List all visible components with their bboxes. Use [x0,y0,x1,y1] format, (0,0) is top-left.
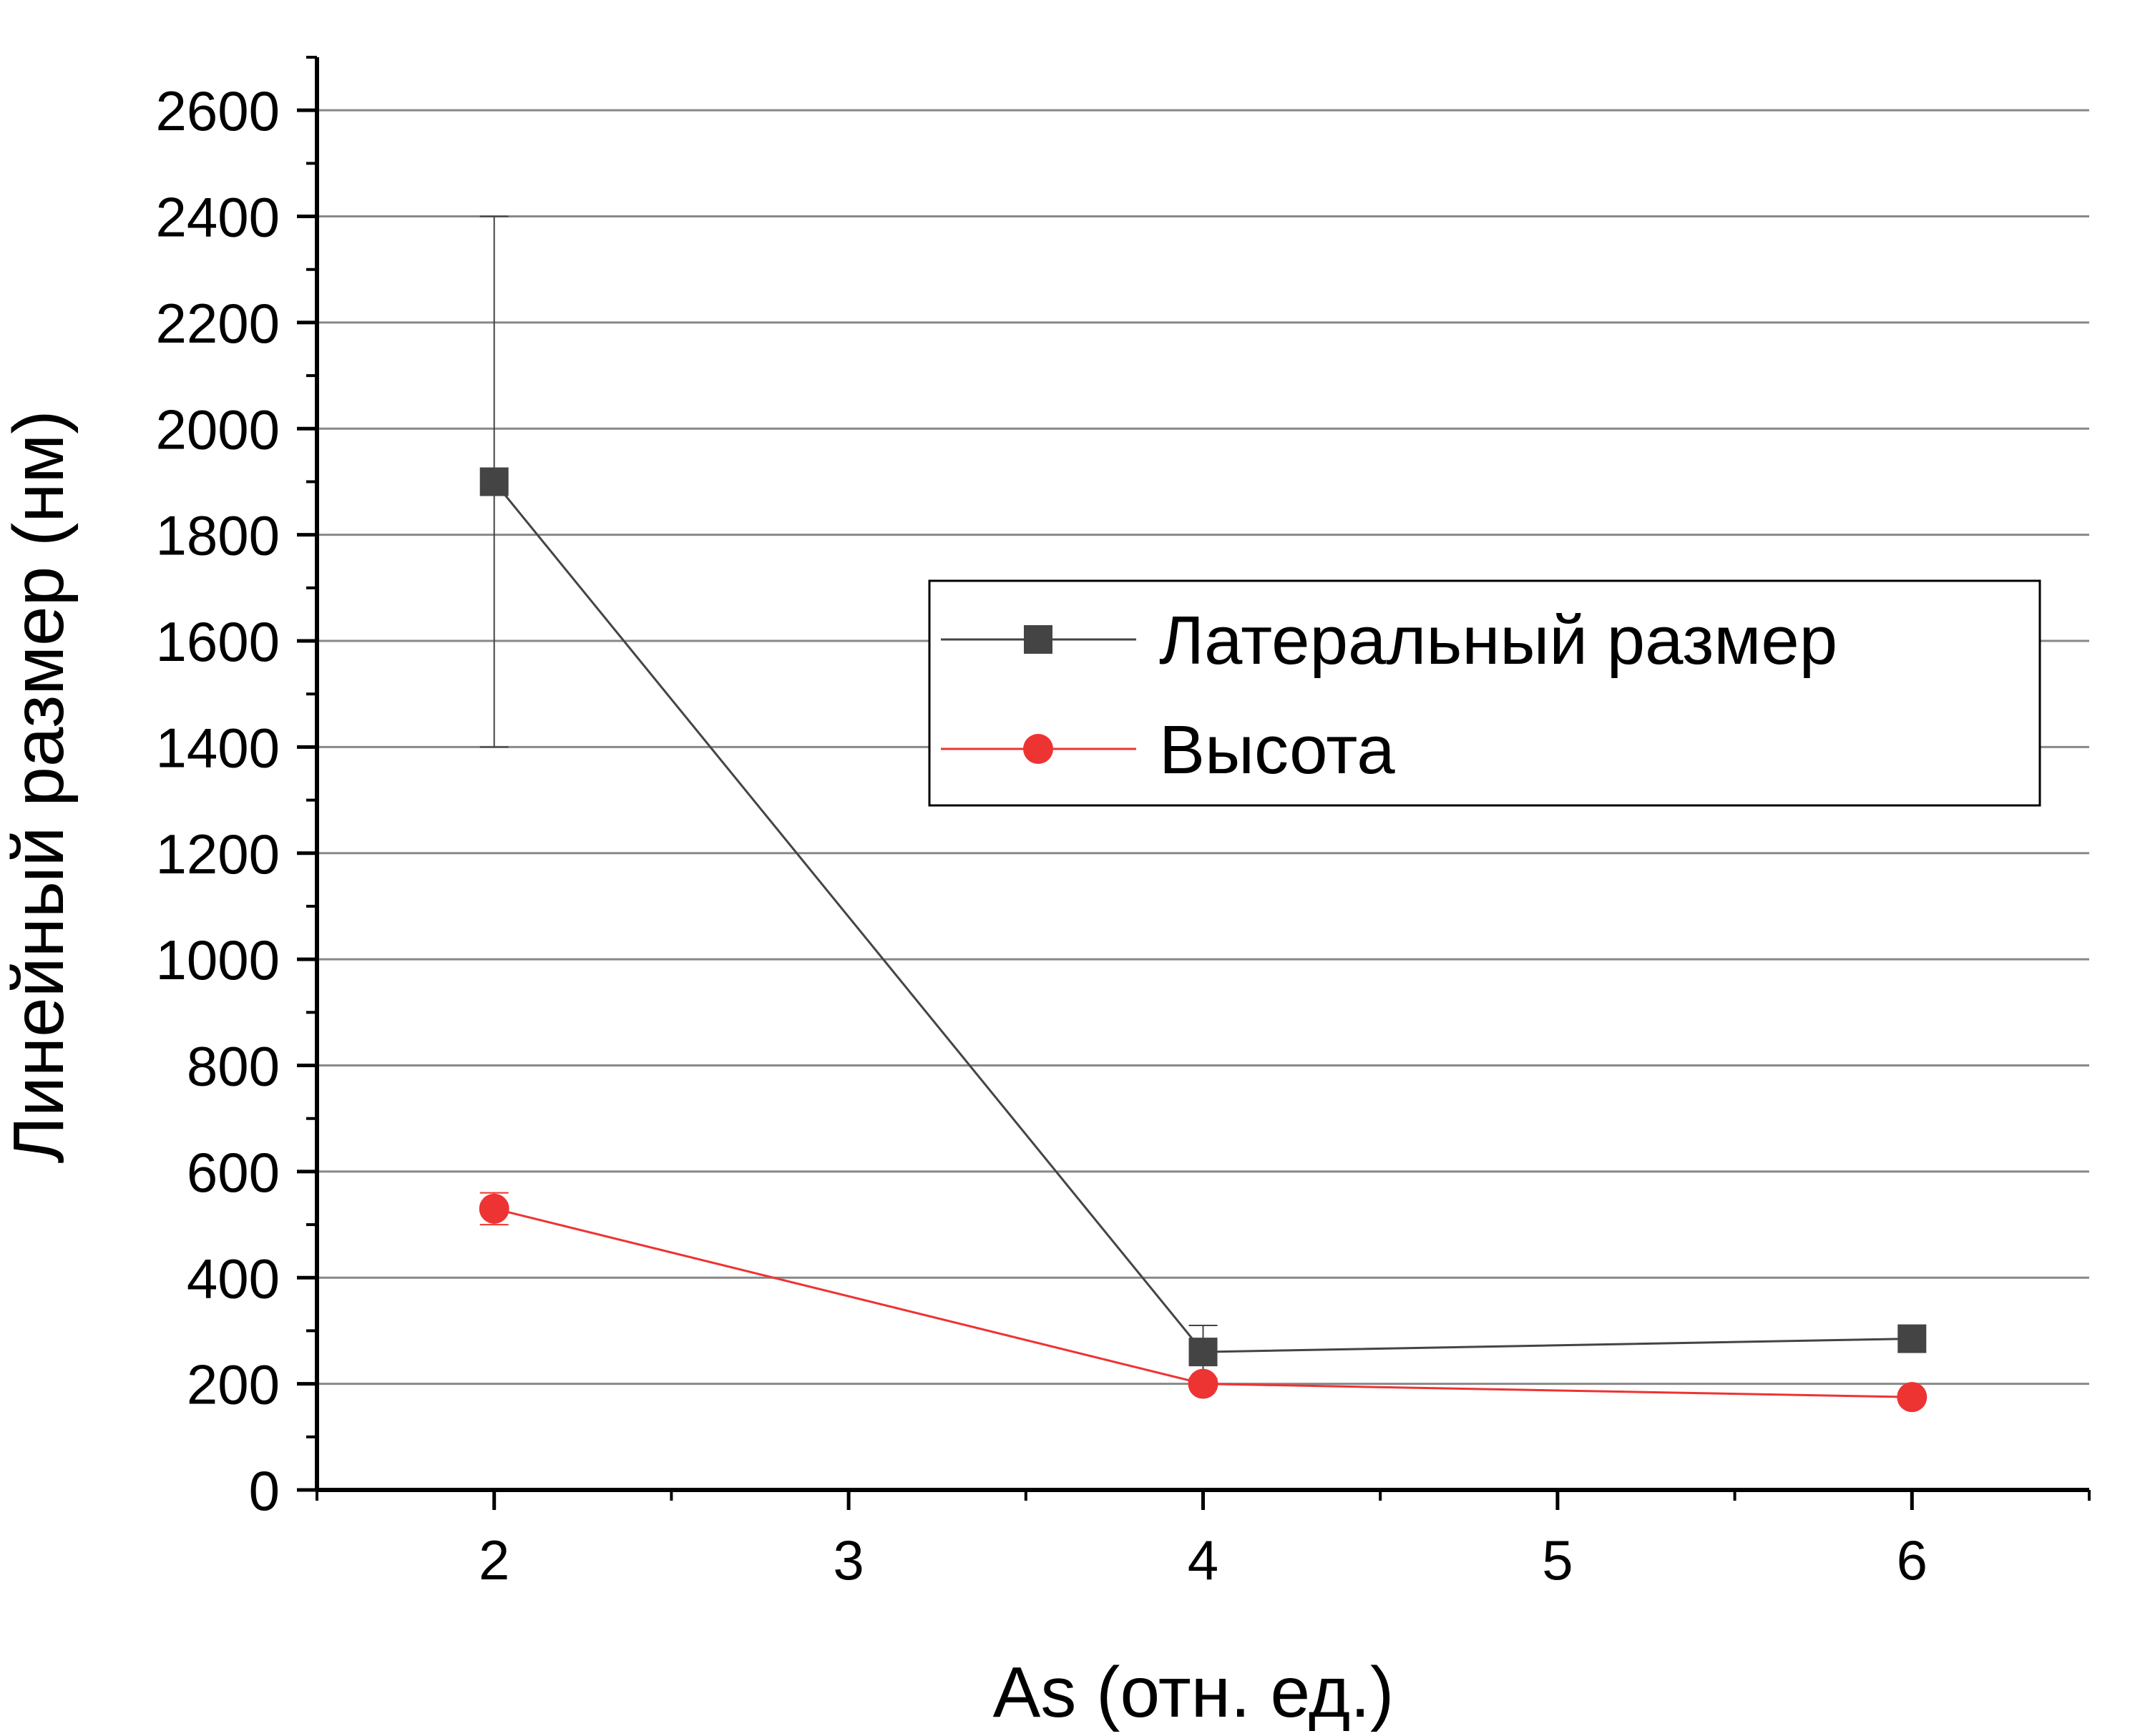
data-point-square [479,467,509,496]
grid-lines [317,109,2089,1386]
y-tick-label-1600: 1600 [155,610,280,673]
y-tick-label-2400: 2400 [155,186,280,249]
series-1 [479,1192,1928,1413]
legend-box [928,579,2041,807]
data-point-square [1897,1324,1927,1353]
y-tick-label-2600: 2600 [155,79,280,142]
x-tick-label-2: 2 [479,1529,509,1592]
x-tick-label-6: 6 [1897,1529,1928,1592]
y-tick-label-800: 800 [187,1035,280,1098]
legend-marker-circle [1023,734,1053,764]
legend-label-height: Высота [1159,712,1395,788]
y-axis-title: Линейный размер (нм) [0,410,79,1163]
y-axis-ticks: 0 200 400 600 800 1000 1200 1400 1600 1800 2000 220… [155,56,317,1522]
data-point-circle [1897,1382,1928,1413]
y-tick-label-200: 200 [187,1353,280,1416]
y-tick-label-2200: 2200 [155,292,280,355]
x-axis-title: As (отн. ед.) [993,1652,1394,1732]
legend-marker-square [1024,625,1052,654]
data-point-square [1188,1338,1218,1367]
y-tick-label-1800: 1800 [155,504,280,567]
x-axis-ticks: 2 3 4 5 6 [316,1490,2091,1592]
y-tick-label-0: 0 [249,1459,280,1522]
legend-label-lateral: Латеральный размер [1159,602,1837,679]
x-tick-label-4: 4 [1188,1529,1218,1592]
y-tick-label-1200: 1200 [155,823,280,886]
x-tick-label-5: 5 [1542,1529,1573,1592]
data-point-circle [479,1193,509,1224]
plot-area [479,215,1928,1413]
x-tick-label-3: 3 [833,1529,864,1592]
y-tick-label-1400: 1400 [155,716,280,779]
legend-item-lateral: Латеральный размер [941,602,1837,679]
legend: Латеральный размер Высота [928,579,2041,807]
y-tick-label-400: 400 [187,1247,280,1310]
data-point-circle [1188,1368,1218,1399]
series-0 [479,215,1927,1380]
y-tick-label-2000: 2000 [155,398,280,461]
legend-item-height: Высота [941,712,1395,788]
y-tick-label-1000: 1000 [155,928,280,991]
y-tick-label-600: 600 [187,1141,280,1204]
